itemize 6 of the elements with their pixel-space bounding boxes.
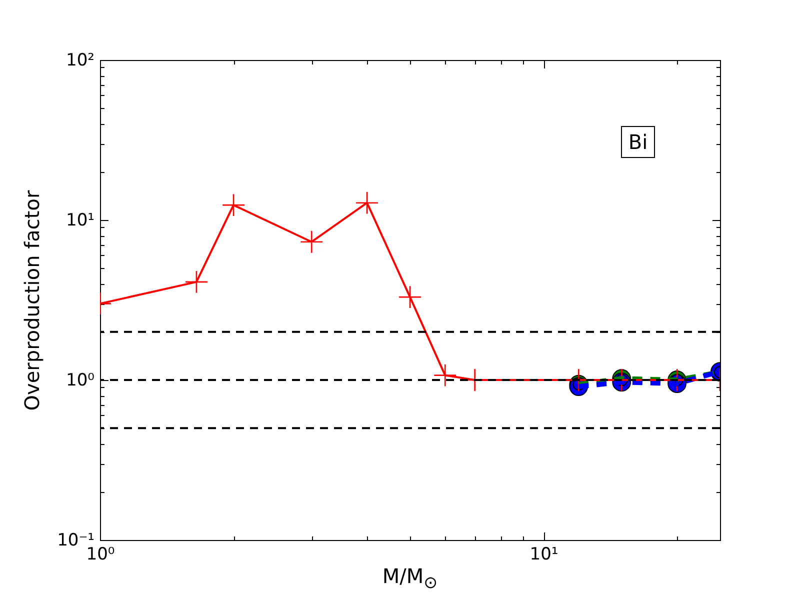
y-tick-label: 10¹ <box>66 210 94 230</box>
x-axis-title: M/M$_{⊙}$ <box>381 564 439 594</box>
y-tick-label: 10² <box>66 50 94 70</box>
y-tick-label: 10⁰ <box>66 370 95 390</box>
y-axis-title: Overproduction factor <box>20 190 44 411</box>
annotation: Bi <box>621 126 655 158</box>
